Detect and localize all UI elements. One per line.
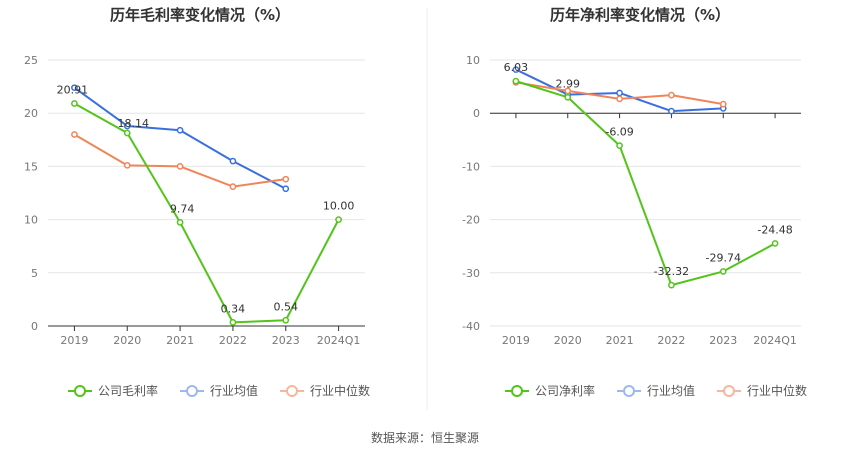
y-tick-label: 5 — [31, 267, 38, 280]
data-point — [71, 84, 78, 92]
data-point — [282, 175, 290, 183]
data-point — [71, 100, 78, 107]
data-point — [668, 107, 675, 115]
x-tick-label: 2022 — [219, 334, 247, 347]
data-point — [668, 91, 675, 99]
legend-swatch-marker — [186, 385, 198, 397]
legend-label: 行业中位数 — [747, 383, 807, 398]
data-point — [123, 129, 131, 137]
x-tick-label: 2024Q1 — [317, 334, 361, 347]
series-line — [73, 102, 340, 324]
data-point — [564, 93, 572, 101]
data-point — [771, 240, 779, 247]
legend-label: 公司净利率 — [535, 383, 595, 398]
y-tick-label: 10 — [24, 214, 38, 227]
y-tick-label: -10 — [462, 160, 480, 173]
x-tick-label: 2020 — [554, 334, 582, 347]
data-point — [176, 219, 184, 226]
x-tick-label: 2023 — [709, 334, 737, 347]
data-point — [71, 131, 78, 138]
data-point — [512, 66, 520, 73]
legend-item[interactable]: 行业中位数 — [280, 383, 370, 398]
data-label: 6.03 — [504, 61, 529, 74]
data-point — [282, 185, 290, 193]
data-point — [719, 268, 727, 275]
gross-margin-chart: 历年毛利率变化情况（%） 0 5 10 15 20 25 2019 2020 2021 2022 20… — [24, 6, 370, 398]
data-label: 20.91 — [57, 84, 89, 97]
data-point — [229, 183, 237, 190]
data-point — [335, 216, 342, 223]
legend-label: 行业中位数 — [310, 383, 370, 398]
data-label: 0.54 — [274, 300, 299, 313]
x-tick-label: 2021 — [606, 334, 634, 347]
y-tick-label: 0 — [473, 107, 480, 120]
data-label: -24.48 — [757, 223, 792, 236]
x-tick-label: 2019 — [502, 334, 530, 347]
x-tick-label: 2021 — [166, 334, 194, 347]
data-label: -29.74 — [706, 251, 741, 264]
data-label: 9.74 — [170, 202, 195, 215]
y-tick-label: 20 — [24, 107, 38, 120]
legend-label: 公司毛利率 — [98, 383, 158, 398]
y-tick-label: -20 — [462, 214, 480, 227]
legend-item[interactable]: 公司净利率 — [505, 383, 595, 398]
y-tick-label: 0 — [31, 320, 38, 333]
chart-title: 历年毛利率变化情况（%） — [110, 6, 290, 24]
data-label: 0.34 — [221, 302, 246, 315]
y-tick-label: 10 — [466, 54, 480, 67]
y-tick-label: 15 — [24, 160, 38, 173]
data-point — [176, 163, 184, 170]
data-point — [719, 100, 727, 108]
y-tick-label: -40 — [462, 320, 480, 333]
data-point — [616, 95, 623, 103]
data-label: -6.09 — [605, 126, 633, 139]
legend-label: 行业均值 — [647, 383, 695, 398]
data-label: 18.14 — [118, 117, 150, 130]
data-point — [282, 316, 290, 324]
y-tick-label: -30 — [462, 267, 480, 280]
legend-item[interactable]: 行业中位数 — [717, 383, 807, 398]
data-point — [616, 142, 623, 149]
x-tick-label: 2022 — [657, 334, 685, 347]
legend-swatch-marker — [511, 385, 523, 397]
data-label: 2.99 — [556, 77, 581, 90]
legend-swatch-marker — [723, 385, 735, 397]
data-point — [229, 157, 237, 165]
data-point — [512, 77, 520, 85]
series-line — [515, 80, 776, 287]
data-source-note: 数据来源：恒生聚源 — [371, 430, 479, 445]
legend-swatch-marker — [286, 385, 298, 397]
legend-swatch-marker — [623, 385, 635, 397]
chart-title: 历年净利率变化情况（%） — [550, 6, 730, 24]
data-point — [564, 87, 572, 95]
data-point — [616, 89, 623, 97]
data-point — [229, 319, 237, 326]
x-tick-label: 2020 — [113, 334, 141, 347]
legend-item[interactable]: 公司毛利率 — [68, 383, 158, 398]
x-tick-label: 2019 — [60, 334, 88, 347]
series-line — [73, 133, 286, 188]
series-line — [73, 86, 287, 190]
data-label: -32.32 — [654, 265, 689, 278]
data-point — [668, 281, 675, 289]
x-tick-label: 2024Q1 — [753, 334, 797, 347]
data-point — [123, 122, 131, 130]
legend-item[interactable]: 行业均值 — [617, 383, 695, 398]
legend-item[interactable]: 行业均值 — [180, 383, 258, 398]
x-tick-label: 2023 — [272, 334, 300, 347]
data-point — [176, 126, 184, 134]
data-label: 10.00 — [323, 200, 355, 213]
net-margin-chart: 历年净利率变化情况（%） -40 -30 -20 -10 0 10 2019 2020 2021 2… — [462, 6, 807, 398]
y-tick-label: 25 — [24, 54, 38, 67]
data-point — [123, 161, 131, 169]
legend-swatch-marker — [74, 385, 86, 397]
legend-label: 行业均值 — [210, 383, 258, 398]
